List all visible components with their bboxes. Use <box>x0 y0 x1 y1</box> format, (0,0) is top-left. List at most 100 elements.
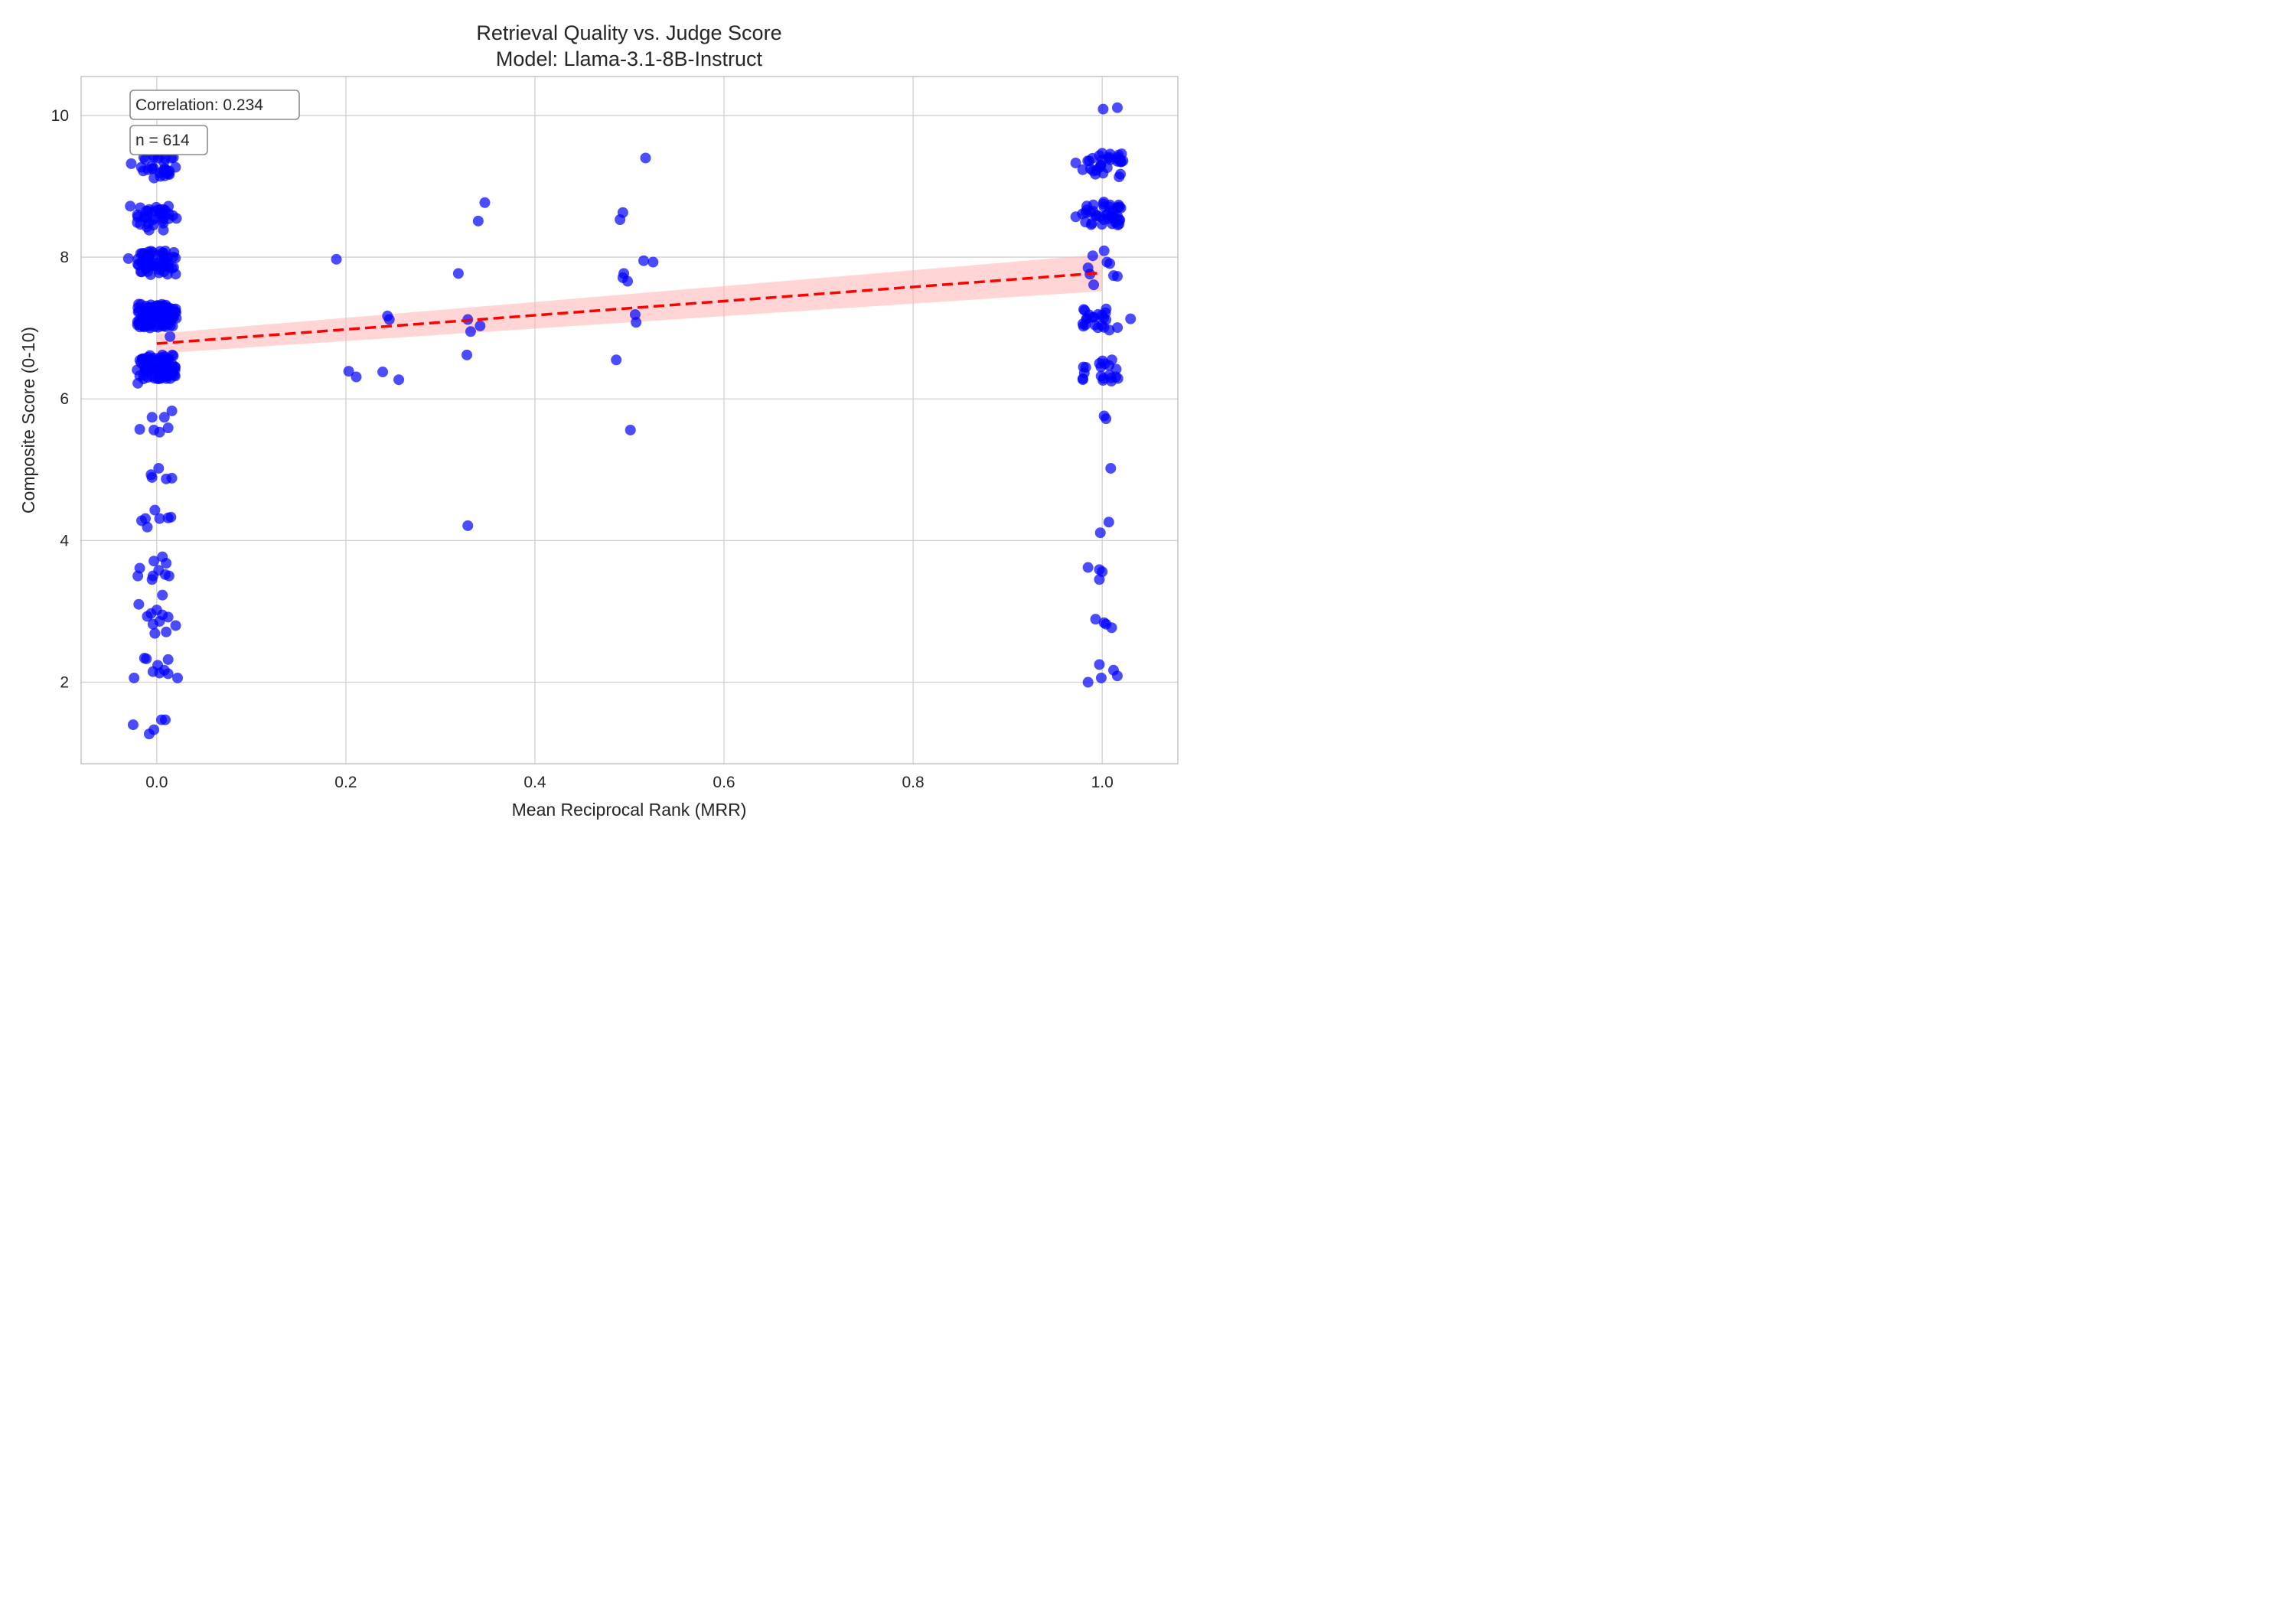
y-tick-label: 6 <box>60 390 69 408</box>
data-point <box>383 314 395 325</box>
data-point <box>138 165 149 177</box>
data-point <box>126 158 137 169</box>
data-point <box>1080 362 1091 373</box>
data-point <box>167 349 178 360</box>
y-tick-label: 8 <box>60 249 69 266</box>
sample-size-text: n = 614 <box>135 132 190 149</box>
data-point <box>142 358 154 370</box>
data-points-layer <box>122 102 1137 740</box>
data-point <box>149 504 161 516</box>
correlation-annotation: Correlation: 0.234 <box>129 90 300 120</box>
data-point <box>1087 250 1098 262</box>
plot-background <box>81 77 1178 764</box>
chart-subtitle: Model: Llama-3.1-8B-Instruct <box>496 47 763 70</box>
data-point <box>640 152 651 164</box>
data-point <box>1104 370 1115 381</box>
data-point <box>617 207 628 218</box>
confidence-band-layer <box>156 254 1103 354</box>
data-point <box>1097 103 1109 115</box>
x-axis-label: Mean Reciprocal Rank (MRR) <box>512 800 747 820</box>
data-point <box>1095 370 1107 382</box>
data-point <box>462 520 474 531</box>
data-point <box>1112 322 1124 334</box>
data-point <box>159 167 171 178</box>
y-tick-label: 2 <box>60 674 69 692</box>
data-point <box>1105 462 1117 474</box>
x-tick-label: 0.6 <box>713 774 735 791</box>
trend-line <box>156 271 1103 345</box>
data-point <box>1088 199 1099 210</box>
data-point <box>393 374 405 386</box>
data-point <box>1094 527 1106 539</box>
data-point <box>461 349 473 360</box>
data-point <box>465 326 476 337</box>
data-point <box>171 213 182 224</box>
data-point <box>146 163 158 174</box>
data-point <box>1115 168 1127 180</box>
data-point <box>1101 413 1112 425</box>
data-point <box>166 472 178 484</box>
data-point <box>638 255 650 266</box>
data-point <box>1085 219 1097 230</box>
data-point <box>153 267 165 279</box>
data-point <box>1106 354 1117 366</box>
data-point <box>122 253 134 264</box>
data-point <box>452 268 464 279</box>
data-point <box>127 719 139 731</box>
x-tick-label: 0.0 <box>145 774 168 791</box>
data-point <box>629 309 641 321</box>
y-axis-label: Composite Score (0-10) <box>18 327 38 513</box>
data-point <box>1070 157 1081 168</box>
data-point <box>1082 676 1094 688</box>
data-point <box>134 424 145 435</box>
data-point <box>132 377 144 389</box>
x-tick-labels: 0.0 0.2 0.4 0.6 0.8 1.0 <box>145 774 1114 791</box>
data-point <box>142 212 153 223</box>
data-point <box>1111 670 1123 682</box>
data-point <box>154 301 165 312</box>
data-point <box>168 251 179 262</box>
data-point <box>475 320 486 331</box>
data-point <box>143 224 155 236</box>
data-point <box>1104 148 1116 160</box>
x-tick-label: 1.0 <box>1091 774 1114 791</box>
data-point <box>125 200 136 212</box>
data-point <box>1104 201 1115 213</box>
data-point <box>1094 659 1105 670</box>
data-point <box>165 511 177 523</box>
sample-size-annotation: n = 614 <box>129 125 208 155</box>
data-point <box>1070 211 1081 223</box>
data-point <box>158 213 169 224</box>
data-point <box>132 217 143 228</box>
data-point <box>1112 220 1124 231</box>
data-point <box>162 654 174 665</box>
data-point <box>162 611 174 623</box>
data-point <box>142 521 153 533</box>
data-point <box>377 367 389 378</box>
data-point <box>1077 374 1088 386</box>
y-tick-label: 10 <box>51 107 69 125</box>
data-point <box>146 412 158 423</box>
data-point <box>152 321 164 333</box>
correlation-text: Correlation: 0.234 <box>135 96 263 114</box>
data-point <box>1094 357 1105 369</box>
data-point <box>1087 152 1098 164</box>
data-point <box>148 172 160 184</box>
data-point <box>647 256 659 268</box>
data-point <box>172 672 184 683</box>
x-tick-label: 0.8 <box>902 774 925 791</box>
data-point <box>162 668 174 680</box>
data-point <box>133 598 145 610</box>
data-point <box>1095 159 1107 171</box>
data-point <box>170 269 181 280</box>
confidence-band <box>156 254 1103 354</box>
y-tick-labels: 2 4 6 8 10 <box>51 107 70 692</box>
data-point <box>141 653 152 664</box>
data-point <box>1084 309 1095 321</box>
data-point <box>161 302 173 313</box>
data-point <box>331 253 342 265</box>
y-tick-label: 4 <box>60 532 69 549</box>
data-point <box>170 620 181 631</box>
trend-line-layer <box>156 271 1103 345</box>
data-point <box>1088 279 1100 291</box>
